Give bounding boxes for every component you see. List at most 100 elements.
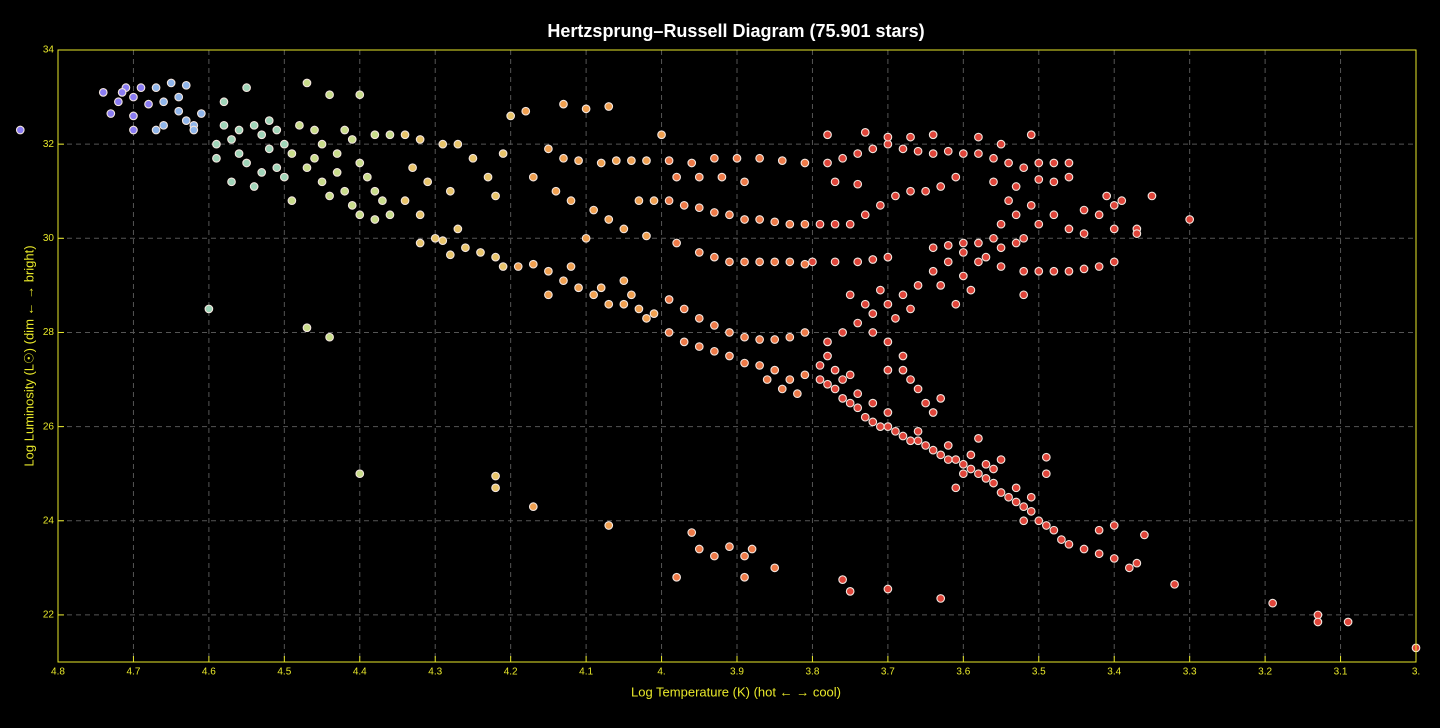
star-point (838, 375, 847, 384)
star-point (521, 106, 531, 116)
x-tick-label: 3.7 (881, 667, 895, 678)
star-point (974, 132, 983, 142)
star-point (664, 328, 674, 337)
star-point (664, 196, 674, 205)
star-point (845, 370, 855, 380)
star-point (755, 153, 764, 163)
star-point (725, 328, 734, 337)
star-point (483, 172, 493, 182)
star-point (1064, 266, 1074, 276)
star-point (249, 120, 259, 130)
star-point (98, 88, 108, 97)
star-point (129, 111, 138, 121)
star-point (445, 250, 455, 260)
star-point (1019, 233, 1029, 243)
star-point (898, 431, 908, 441)
star-point (974, 434, 983, 443)
star-point (815, 375, 825, 384)
star-point (996, 219, 1006, 229)
star-point (974, 257, 983, 267)
star-point (875, 422, 885, 431)
star-point (657, 130, 666, 140)
star-point (611, 156, 621, 165)
star-point (898, 351, 908, 361)
star-point (634, 304, 644, 314)
star-point (838, 153, 847, 163)
star-point (936, 281, 946, 290)
star-point (808, 257, 817, 267)
star-point (1041, 469, 1051, 479)
star-point (1185, 215, 1195, 224)
star-point (710, 208, 719, 217)
star-point (747, 544, 757, 554)
star-point (1064, 158, 1074, 168)
star-point (710, 321, 719, 330)
star-point (710, 252, 719, 262)
star-point (800, 370, 810, 380)
star-point (151, 83, 161, 93)
star-point (589, 290, 599, 300)
star-point (853, 149, 863, 158)
star-point (755, 215, 764, 224)
star-point (815, 361, 825, 370)
star-point (672, 238, 681, 248)
star-point (347, 135, 357, 144)
star-point (868, 255, 878, 264)
star-point (943, 441, 953, 450)
star-point (823, 158, 832, 168)
star-point (415, 238, 425, 248)
star-point (951, 483, 961, 493)
chart-title: Hertzsprung–Russell Diagram (75.901 star… (547, 21, 924, 41)
star-point (845, 398, 855, 408)
x-tick-label: 4.2 (504, 667, 518, 678)
star-point (943, 146, 953, 156)
star-point (117, 88, 127, 97)
star-point (1313, 617, 1323, 627)
star-point (249, 182, 259, 191)
star-point (943, 455, 953, 464)
x-tick-label: 4.1 (579, 667, 593, 678)
star-point (370, 130, 380, 140)
star-point (664, 156, 674, 165)
y-axis-label: Log Luminosity (L☉) (dim ← → bright) (21, 245, 36, 466)
star-point (710, 153, 719, 163)
star-point (1011, 210, 1021, 220)
star-point (883, 408, 893, 417)
star-point (875, 285, 885, 295)
star-point (498, 262, 508, 271)
star-point (559, 99, 568, 109)
x-tick-label: 4. (657, 667, 665, 678)
star-point (408, 163, 417, 173)
star-point (679, 201, 689, 210)
star-point (928, 266, 938, 276)
x-tick-label: 3.6 (956, 667, 970, 678)
star-point (823, 337, 832, 347)
star-point (823, 379, 832, 389)
x-tick-label: 4.5 (277, 667, 291, 678)
star-point (385, 210, 395, 220)
star-point (619, 299, 629, 309)
star-point (1011, 497, 1021, 507)
star-point (928, 130, 938, 140)
star-point (242, 158, 251, 168)
star-point (491, 471, 500, 481)
star-point (302, 78, 312, 88)
star-point (1079, 229, 1089, 238)
star-point (627, 156, 636, 165)
star-point (951, 455, 961, 464)
star-point (1041, 452, 1051, 462)
star-point (913, 436, 923, 446)
star-point (845, 290, 855, 300)
star-point (860, 412, 870, 422)
star-point (1034, 158, 1044, 168)
star-point (868, 417, 878, 427)
star-point (234, 125, 244, 135)
star-point (513, 262, 523, 271)
star-point (1268, 598, 1278, 608)
star-point (1026, 492, 1036, 502)
star-point (989, 464, 998, 474)
x-tick-label: 3. (1412, 667, 1420, 678)
star-point (725, 351, 734, 361)
star-point (219, 97, 229, 107)
star-point (853, 389, 863, 399)
